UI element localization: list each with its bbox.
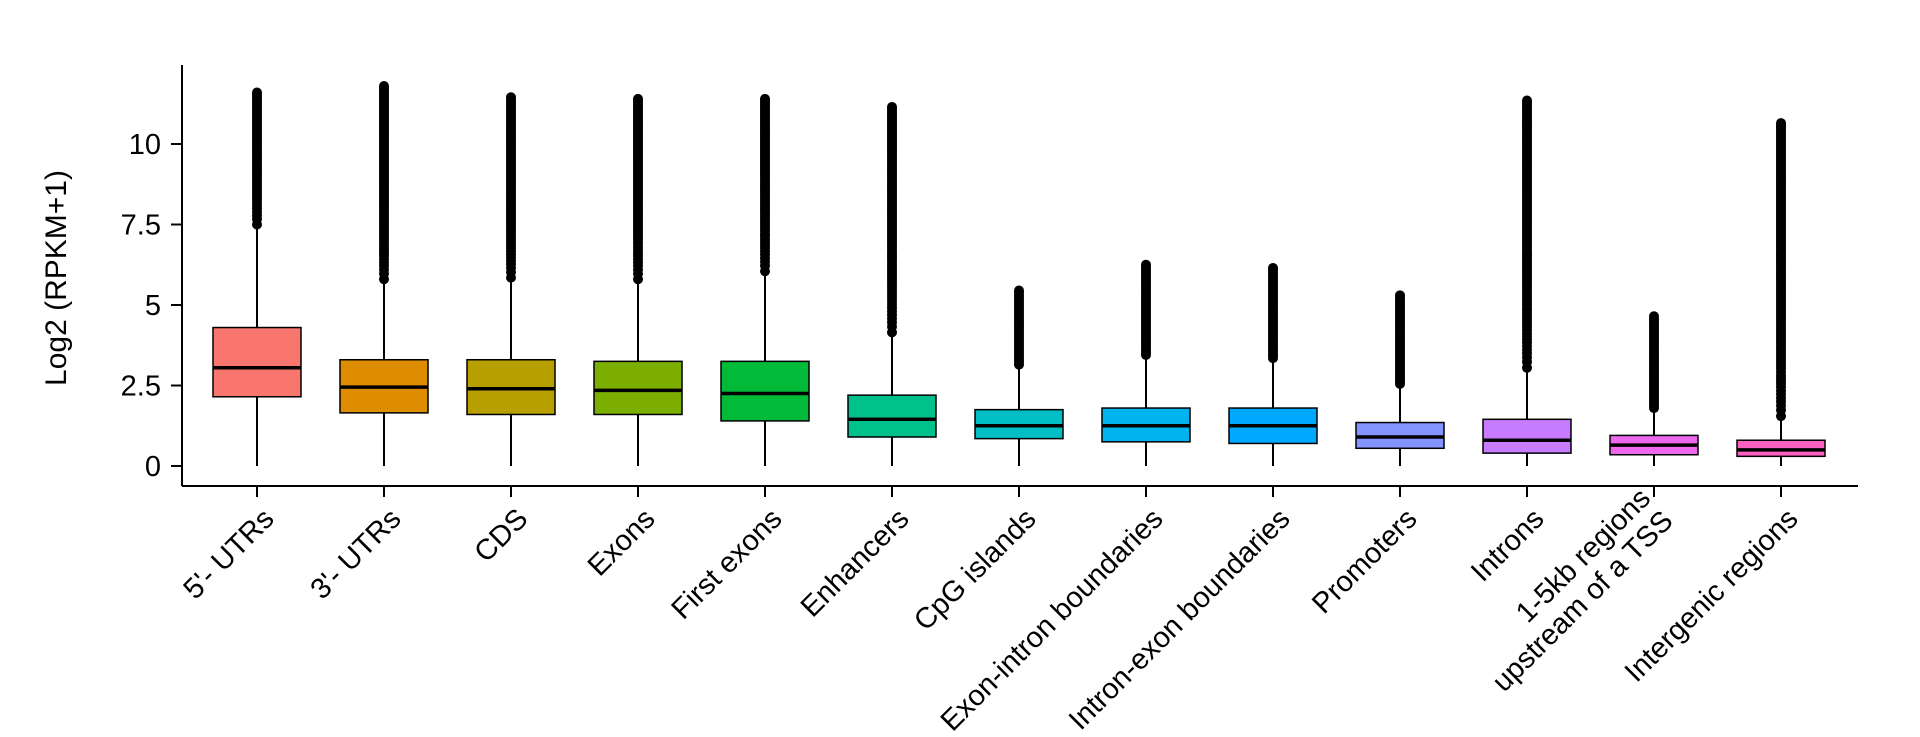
x-tick-label-line: 3'- UTRs [305,503,408,606]
y-tick-label: 5 [145,290,161,322]
outlier-point [1014,285,1024,296]
outlier-point [506,92,516,103]
x-tick-label-line: CDS [469,503,535,569]
box-0 [212,87,302,466]
x-tick-label-line: Introns [1465,503,1550,588]
box-1 [339,81,429,466]
x-tick-label-line: CpG islands [908,503,1042,637]
box-group [212,81,1826,466]
x-tick-label: Promoters [1306,503,1423,620]
box-iqr [593,360,683,416]
x-tick-label: 3'- UTRs [305,503,408,606]
outlier-point [1395,290,1405,301]
x-tick-label-line: Exons [582,503,662,583]
box-4 [720,93,810,466]
x-tick-label: CpG islands [908,503,1042,637]
y-tick-label: 10 [129,129,161,161]
box-12 [1736,118,1826,466]
outlier-point [1268,262,1278,273]
box-6 [974,285,1064,466]
x-tick-label-line: Exon-intron boundaries [935,503,1170,737]
x-tick-label: First exons [666,503,789,626]
box-iqr [847,394,937,438]
y-tick-label: 2.5 [121,371,161,403]
box-9 [1355,290,1445,466]
x-tick-label: 5'- UTRs [178,503,281,606]
outlier-point [379,81,389,92]
box-iqr [720,360,810,422]
y-tick-label: 7.5 [121,210,161,242]
box-7 [1101,259,1191,466]
outlier-point [633,93,643,104]
box-3 [593,93,683,466]
y-ticks: 0 2.5 5 7.5 10 [121,129,182,483]
box-10 [1482,95,1572,466]
box-iqr [212,326,302,398]
x-tick-label: Enhancers [795,503,916,624]
outlier-point [887,101,897,112]
outlier-point [1649,311,1659,322]
outlier-point [1141,259,1151,270]
x-tick-label-line: First exons [666,503,789,626]
x-tick-label-line: Promoters [1306,503,1423,620]
y-tick-label: 0 [145,451,161,483]
x-tick-label: CDS [469,503,535,569]
x-tick-label-line: 5'- UTRs [178,503,281,606]
x-tick-label: Exons [582,503,662,583]
box-11 [1609,311,1699,466]
box-2 [466,92,556,466]
x-tick-label: Intron-exon boundaries [1063,503,1297,737]
x-tick-label: Exon-intron boundaries [935,503,1170,737]
outlier-point [1776,118,1786,129]
box-8 [1228,262,1318,466]
x-tick-label-line: Intron-exon boundaries [1063,503,1297,737]
box-5 [847,101,937,466]
outlier-point [760,93,770,104]
box-iqr [1482,418,1572,454]
x-ticks: 5'- UTRs 3'- UTRs CDS Exons First exons Enhan… [178,482,1805,737]
y-axis-title: Log2 (RPKM+1) [40,170,73,386]
outlier-point [252,87,262,98]
x-tick-label-line: Enhancers [795,503,916,624]
x-tick-label: Introns [1465,503,1550,588]
outlier-point [1522,95,1532,106]
